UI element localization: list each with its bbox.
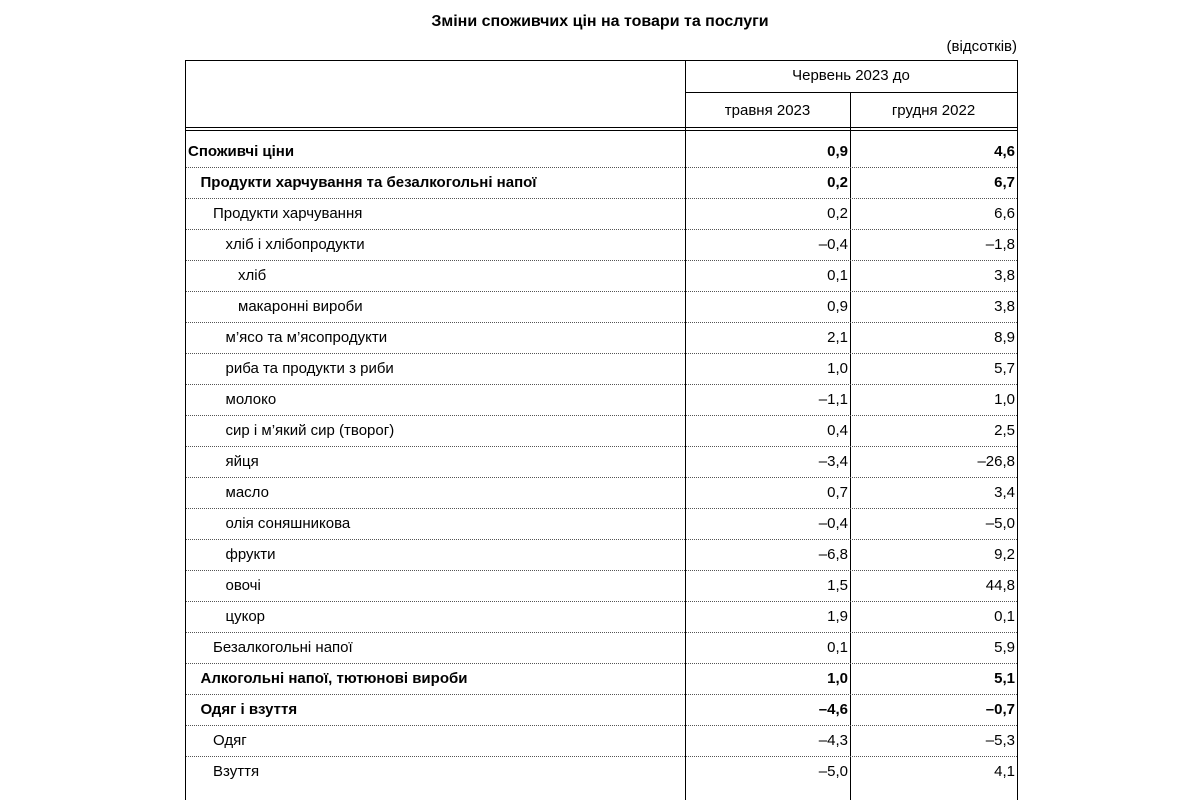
row-label: Продукти харчування та безалкогольні нап… (200, 174, 537, 191)
row-label: масло (225, 484, 269, 501)
cell: 1,0 (994, 391, 1015, 408)
row-divider (186, 694, 1017, 695)
row-label: Одяг і взуття (200, 701, 298, 718)
cell: 0,2 (827, 205, 848, 222)
table-border (1017, 60, 1018, 800)
row-label: хліб і хлібопродукти (225, 236, 365, 253)
cell: 0,4 (827, 422, 848, 439)
row-divider (186, 632, 1017, 633)
cell: 0,2 (827, 174, 848, 191)
cell: 3,8 (994, 298, 1015, 315)
row-label: цукор (225, 608, 266, 625)
cell: –0,4 (818, 236, 848, 253)
row-label: олія соняшникова (225, 515, 351, 532)
cell: 0,7 (827, 484, 848, 501)
cell: –6,8 (818, 546, 848, 563)
unit-note: (відсотків) (946, 38, 1017, 55)
cell: –0,7 (985, 701, 1015, 718)
cell: 4,1 (994, 763, 1015, 780)
cell: 8,9 (994, 329, 1015, 346)
cell: 1,0 (827, 360, 848, 377)
row-label: овочі (225, 577, 261, 594)
row-label: Споживчі ціни (188, 143, 295, 160)
cell: 3,8 (994, 267, 1015, 284)
row-label: фрукти (225, 546, 276, 563)
row-divider (186, 384, 1017, 385)
row-divider (186, 353, 1017, 354)
header-divider (185, 127, 1018, 128)
cell: 0,1 (994, 608, 1015, 625)
row-divider (186, 508, 1017, 509)
row-divider (186, 725, 1017, 726)
cell: 0,9 (827, 143, 848, 160)
row-divider (186, 291, 1017, 292)
table-border (185, 60, 186, 800)
row-divider (186, 446, 1017, 447)
cell: 0,1 (827, 639, 848, 656)
cell: –1,1 (818, 391, 848, 408)
cell: –4,6 (818, 701, 848, 718)
row-divider (186, 663, 1017, 664)
cell: 5,1 (994, 670, 1015, 687)
cell: 4,6 (994, 143, 1015, 160)
cell: 1,5 (827, 577, 848, 594)
cell: –26,8 (977, 453, 1015, 470)
row-label: риба та продукти з риби (225, 360, 394, 377)
cell: –5,3 (985, 732, 1015, 749)
cell: 3,4 (994, 484, 1015, 501)
row-label: макаронні вироби (238, 298, 363, 315)
row-divider (186, 260, 1017, 261)
row-label: молоко (225, 391, 277, 408)
row-label: яйця (225, 453, 259, 470)
cell: –0,4 (818, 515, 848, 532)
table-border (185, 60, 1018, 61)
header-group: Червень 2023 до (792, 67, 910, 84)
cell: –5,0 (818, 763, 848, 780)
cell: 2,5 (994, 422, 1015, 439)
cell: 0,1 (827, 267, 848, 284)
row-divider (186, 167, 1017, 168)
row-divider (186, 477, 1017, 478)
row-divider (186, 601, 1017, 602)
cell: –3,4 (818, 453, 848, 470)
row-label: Алкогольні напої, тютюнові вироби (200, 670, 468, 687)
title: Зміни споживчих цін на товари та послуги (431, 13, 769, 30)
cell: –1,8 (985, 236, 1015, 253)
cell: –5,0 (985, 515, 1015, 532)
cell: 0,9 (827, 298, 848, 315)
row-label: Одяг (213, 732, 247, 749)
row-label: хліб (238, 267, 267, 284)
row-divider (186, 198, 1017, 199)
cell: 9,2 (994, 546, 1015, 563)
row-divider (186, 415, 1017, 416)
cell: 6,6 (994, 205, 1015, 222)
cell: 2,1 (827, 329, 848, 346)
column-divider (685, 60, 686, 800)
row-label: сир і м’який сир (творог) (225, 422, 395, 439)
cell: 1,0 (827, 670, 848, 687)
cell: 1,9 (827, 608, 848, 625)
column-header: травня 2023 (724, 102, 811, 119)
row-label: Взуття (213, 763, 260, 780)
header-divider (185, 130, 1018, 131)
header-divider (685, 92, 1018, 93)
row-label: Продукти харчування (213, 205, 363, 222)
cell: 5,7 (994, 360, 1015, 377)
column-header: грудня 2022 (891, 102, 976, 119)
row-divider (186, 229, 1017, 230)
row-divider (186, 539, 1017, 540)
cell: 5,9 (994, 639, 1015, 656)
row-label: м’ясо та м’ясопродукти (225, 329, 388, 346)
cell: –4,3 (818, 732, 848, 749)
row-label: Безалкогольні напої (213, 639, 353, 656)
cell: 44,8 (985, 577, 1015, 594)
cell: 6,7 (994, 174, 1015, 191)
row-divider (186, 570, 1017, 571)
row-divider (186, 756, 1017, 757)
row-divider (186, 322, 1017, 323)
